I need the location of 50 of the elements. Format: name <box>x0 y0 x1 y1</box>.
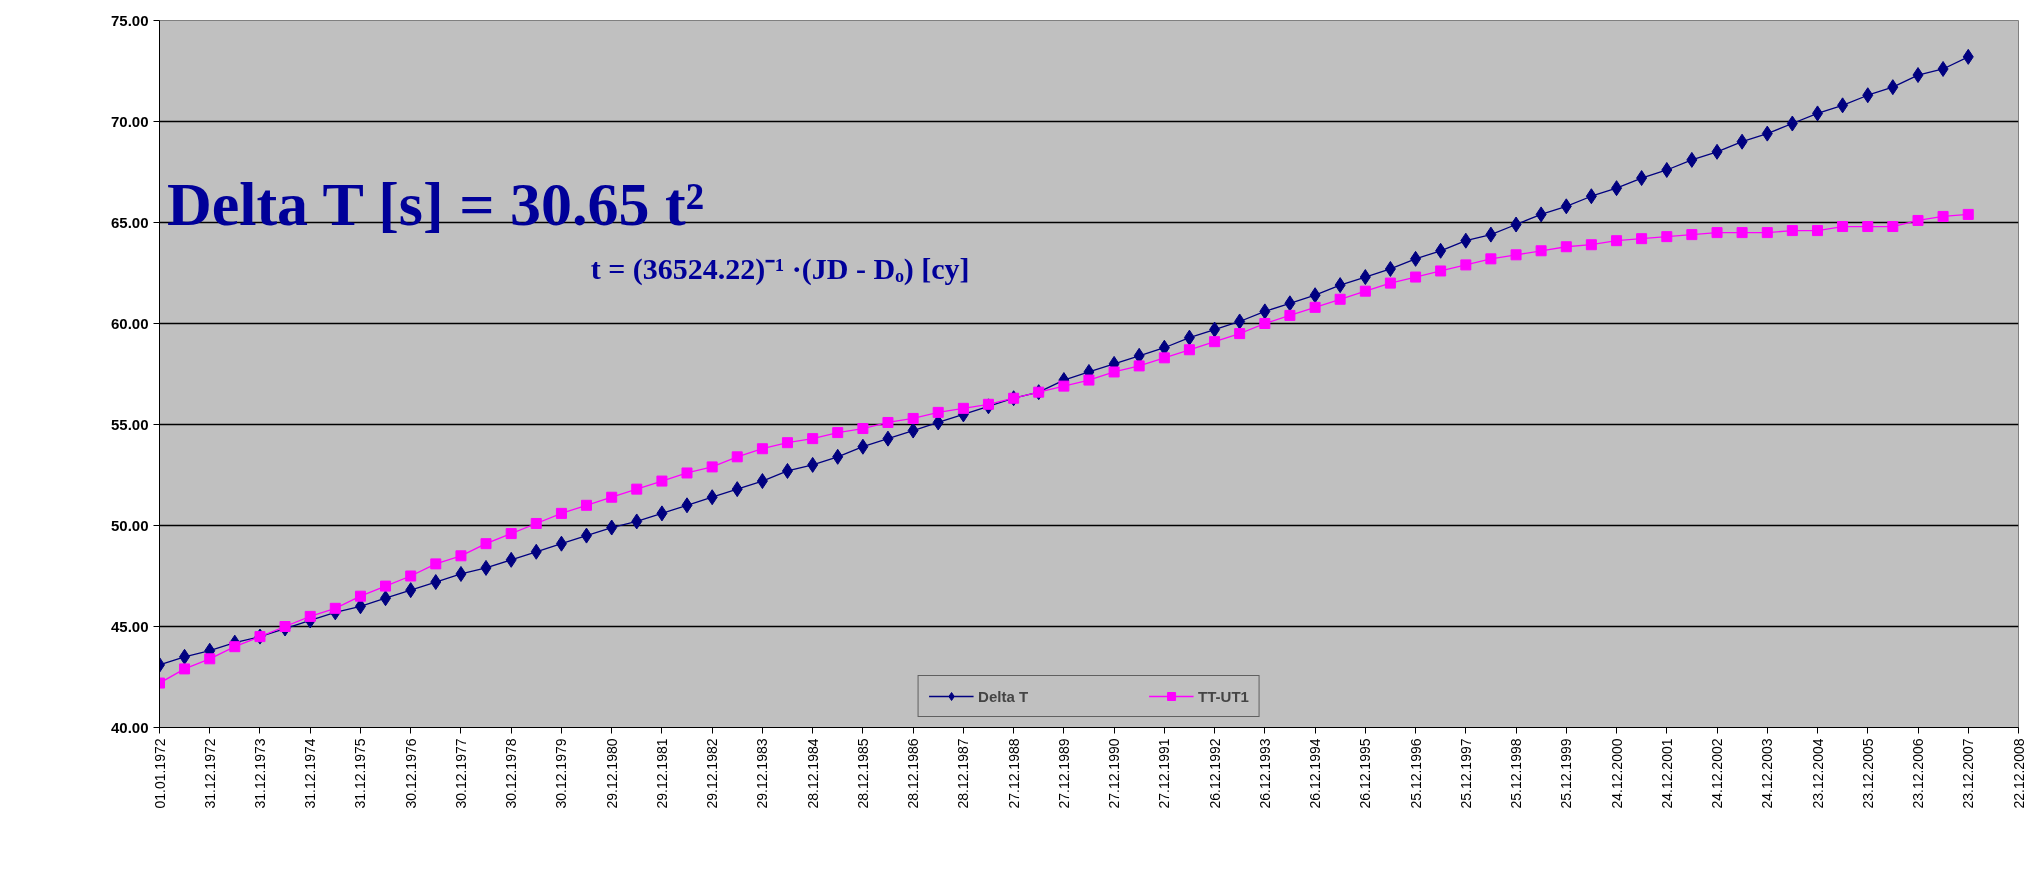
legend-label: TT-UT1 <box>1198 687 1249 705</box>
x-tick-label: 28.12.1985 <box>854 738 871 809</box>
x-tick-label: 24.12.2001 <box>1658 738 1675 809</box>
x-tick-label: 27.12.1988 <box>1005 738 1022 809</box>
x-tick-label: 29.12.1983 <box>754 738 771 809</box>
x-tick-label: 27.12.1989 <box>1055 738 1072 809</box>
x-tick-label: 28.12.1986 <box>905 738 922 809</box>
x-tick-label: 25.12.1997 <box>1457 738 1474 809</box>
x-tick-label: 01.01.1972 <box>151 738 168 809</box>
y-tick-label: 70.00 <box>110 112 149 130</box>
y-tick-label: 60.00 <box>110 314 149 332</box>
x-tick-label: 28.12.1987 <box>955 738 972 809</box>
x-tick-label: 25.12.1996 <box>1407 738 1424 809</box>
x-tick-label: 29.12.1982 <box>704 738 721 809</box>
y-tick-label: 40.00 <box>110 718 149 736</box>
x-tick-label: 26.12.1995 <box>1357 738 1374 809</box>
y-tick-label: 65.00 <box>110 213 149 231</box>
x-tick-label: 30.12.1977 <box>452 738 469 809</box>
x-tick-label: 23.12.2004 <box>1809 738 1826 809</box>
x-tick-label: 29.12.1980 <box>603 738 620 809</box>
x-tick-label: 25.12.1999 <box>1558 738 1575 809</box>
x-tick-label: 24.12.2003 <box>1759 738 1776 809</box>
x-tick-label: 22.12.2008 <box>2010 738 2027 809</box>
x-tick-label: 31.12.1972 <box>201 738 218 809</box>
x-tick-label: 23.12.2005 <box>1859 738 1876 809</box>
y-tick-label: 75.00 <box>110 11 149 29</box>
x-tick-label: 31.12.1973 <box>251 738 268 809</box>
x-tick-label: 27.12.1991 <box>1156 738 1173 809</box>
x-tick-label: 24.12.2000 <box>1608 738 1625 809</box>
y-tick-label: 55.00 <box>110 415 149 433</box>
y-tick-label: 45.00 <box>110 617 149 635</box>
x-tick-label: 25.12.1998 <box>1508 738 1525 809</box>
x-tick-label: 31.12.1975 <box>352 738 369 809</box>
x-tick-label: 30.12.1979 <box>553 738 570 809</box>
x-tick-label: 26.12.1993 <box>1256 738 1273 809</box>
y-tick-label: 50.00 <box>110 516 149 534</box>
x-tick-label: 23.12.2006 <box>1910 738 1927 809</box>
annotation: Delta T [s] = 30.65 t² <box>166 170 705 239</box>
x-tick-label: 24.12.2002 <box>1709 738 1726 809</box>
x-tick-label: 30.12.1978 <box>503 738 520 809</box>
x-tick-label: 29.12.1981 <box>653 738 670 809</box>
x-tick-label: 28.12.1984 <box>804 738 821 809</box>
x-tick-label: 26.12.1992 <box>1206 738 1223 809</box>
x-tick-label: 27.12.1990 <box>1106 738 1123 809</box>
x-tick-label: 31.12.1974 <box>302 738 319 809</box>
annotation: t = (36524.22)⁻¹ ·(JD - Dₒ) [cy] <box>590 252 970 287</box>
x-tick-label: 30.12.1976 <box>402 738 419 809</box>
x-tick-label: 23.12.2007 <box>1960 738 1977 809</box>
legend-label: Delta T <box>978 687 1029 705</box>
x-tick-label: 26.12.1994 <box>1307 738 1324 809</box>
